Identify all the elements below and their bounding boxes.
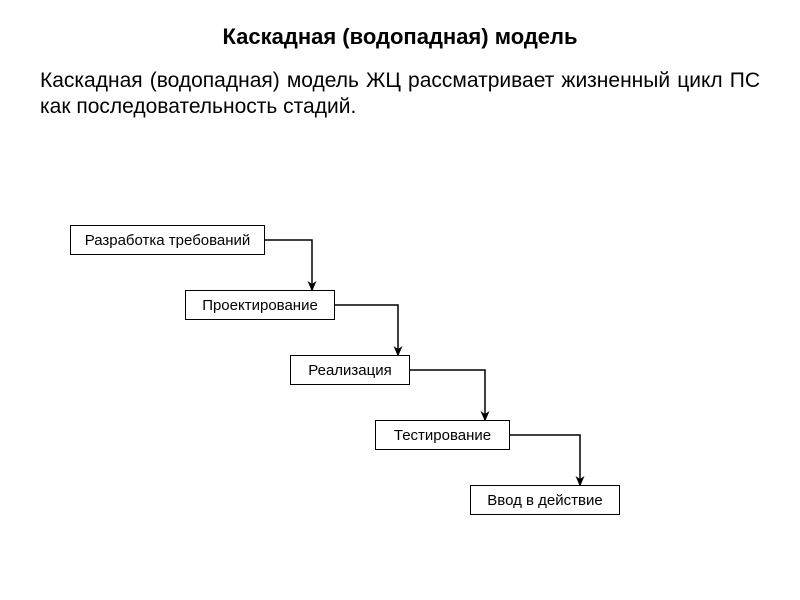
- stage-box-5: Ввод в действие: [470, 485, 620, 515]
- arrow-4: [510, 435, 580, 485]
- arrow-3: [410, 370, 485, 420]
- page: Каскадная (водопадная) модель Каскадная …: [0, 0, 800, 600]
- page-title: Каскадная (водопадная) модель: [0, 0, 800, 50]
- stage-box-2: Проектирование: [185, 290, 335, 320]
- body-text: Каскадная (водопадная) модель ЖЦ рассмат…: [0, 50, 800, 121]
- stage-box-1: Разработка требований: [70, 225, 265, 255]
- stage-box-4: Тестирование: [375, 420, 510, 450]
- arrow-2: [335, 305, 398, 355]
- stage-box-3: Реализация: [290, 355, 410, 385]
- arrow-1: [265, 240, 312, 290]
